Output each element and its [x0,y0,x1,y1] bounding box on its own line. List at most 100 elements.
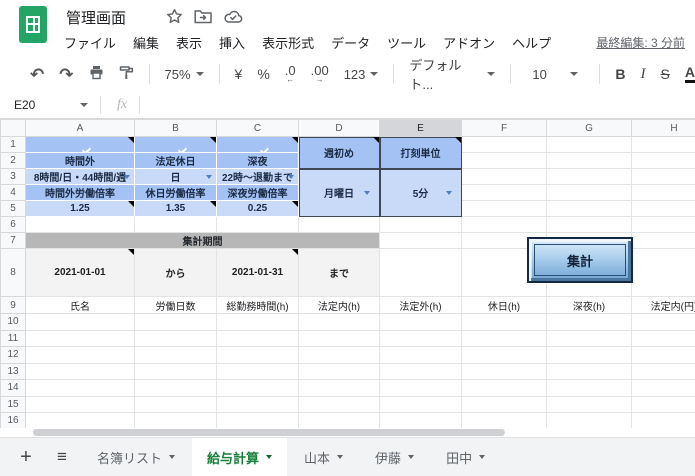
row-header[interactable]: 13 [0,362,26,380]
cell[interactable] [546,329,632,347]
column-header-a[interactable]: A [25,119,135,137]
cell[interactable] [461,184,547,201]
bold-button[interactable]: B [615,66,626,82]
row-header[interactable]: 14 [0,379,26,397]
cell-e1-time-unit-title[interactable]: 打刻単位 [379,136,462,169]
cell-a7-period-title[interactable]: 集計期間 [25,232,380,249]
cell[interactable] [25,329,135,347]
cell-c4-night-rate-label[interactable]: 深夜労働倍率 [216,184,299,201]
decrease-decimal-button[interactable]: .0 ← [284,63,296,84]
cell[interactable] [546,184,632,201]
cell[interactable] [631,313,695,331]
cell[interactable] [631,184,695,201]
cell-c3-night-rule-dropdown[interactable]: 22時〜退勤まで [216,168,299,185]
cell[interactable] [134,379,217,397]
cell-a3-overtime-rule-dropdown[interactable]: 8時間/日・44時間/週 [25,168,135,185]
cell[interactable] [631,362,695,380]
cell[interactable] [379,232,462,249]
cell[interactable] [546,200,632,217]
cell[interactable] [134,216,217,233]
cell[interactable] [25,216,135,233]
cell[interactable] [298,346,380,364]
cell[interactable] [134,412,217,428]
row-header[interactable]: 16 [0,412,26,428]
format-percent-button[interactable]: % [257,66,270,82]
sheet-tab-tanaka[interactable]: 田中 [431,438,500,476]
cell[interactable] [631,136,695,153]
cell[interactable] [298,313,380,331]
cell[interactable] [298,412,380,428]
cell[interactable] [134,329,217,347]
cell[interactable] [216,313,299,331]
cell[interactable] [631,152,695,169]
cell-b5-holiday-rate[interactable]: 1.35 [134,200,217,217]
row-header[interactable]: 11 [0,329,26,347]
font-size-select[interactable]: 10 [526,67,584,82]
cell-d8-to-label[interactable]: まで [298,248,380,297]
formula-input[interactable] [140,92,695,118]
cell[interactable] [461,216,547,233]
cell[interactable] [379,362,462,380]
cell[interactable] [546,152,632,169]
cell-d3-week-start-dropdown[interactable]: 月曜日 [298,168,380,217]
cell[interactable] [298,395,380,413]
cell[interactable] [216,346,299,364]
cell[interactable] [379,346,462,364]
cell-f9-header[interactable]: 休日(h) [461,296,547,314]
cell[interactable] [216,362,299,380]
row-header[interactable]: 8 [0,248,26,297]
menu-file[interactable]: ファイル [64,36,117,51]
dropdown-arrow-icon[interactable] [124,174,130,179]
menu-edit[interactable]: 編集 [133,36,160,51]
column-header-c[interactable]: C [216,119,299,137]
italic-button[interactable]: I [640,65,646,82]
cell[interactable] [25,346,135,364]
cell[interactable] [546,168,632,185]
cell-h9-header[interactable]: 法定内(円) [631,296,695,314]
cell[interactable] [546,395,632,413]
column-header-g[interactable]: G [546,119,632,137]
cell-g9-header[interactable]: 深夜(h) [546,296,632,314]
row-header[interactable]: 6 [0,216,26,233]
cell[interactable] [546,346,632,364]
cell[interactable] [461,346,547,364]
sheet-tab-meibo[interactable]: 名簿リスト [82,438,190,476]
cell[interactable] [25,362,135,380]
chevron-down-icon[interactable] [408,455,415,459]
sheet-tab-yamamoto[interactable]: 山本 [289,438,358,476]
cell[interactable] [379,329,462,347]
cell[interactable] [631,329,695,347]
cell[interactable] [298,379,380,397]
cell-a8-from-date[interactable]: 2021-01-01 [25,248,135,297]
document-title[interactable]: 管理画面 [66,10,127,27]
cell[interactable] [461,152,547,169]
cell-a2-overtime-title[interactable]: 時間外 [25,152,135,169]
cell[interactable] [461,329,547,347]
font-select[interactable]: デフォルト... [409,55,496,93]
cloud-saved-icon[interactable] [224,9,243,24]
text-color-button[interactable]: A [684,64,695,84]
cell[interactable] [546,313,632,331]
menu-format[interactable]: 表示形式 [262,36,315,51]
cell-c1-night-checkbox[interactable] [216,136,299,153]
cell-a4-overtime-rate-label[interactable]: 時間外労働倍率 [25,184,135,201]
cell[interactable] [379,379,462,397]
cell-b2-holiday-title[interactable]: 法定休日 [134,152,217,169]
print-icon[interactable] [89,65,104,83]
sheets-logo-icon[interactable] [19,6,47,43]
cell-b4-holiday-rate-label[interactable]: 休日労働倍率 [134,184,217,201]
cell-b9-header[interactable]: 労働日数 [134,296,217,314]
row-header[interactable]: 7 [0,232,26,249]
star-icon[interactable] [166,8,183,25]
cell[interactable] [379,395,462,413]
cell[interactable] [631,216,695,233]
cell[interactable] [631,412,695,428]
sheet-tab-ito[interactable]: 伊藤 [360,438,429,476]
cell-a1-overtime-checkbox[interactable] [25,136,135,153]
chevron-down-icon[interactable] [169,455,176,459]
cell[interactable] [25,313,135,331]
strikethrough-button[interactable]: S [660,66,670,82]
row-header[interactable]: 15 [0,395,26,413]
cell[interactable] [216,395,299,413]
cell[interactable] [546,362,632,380]
